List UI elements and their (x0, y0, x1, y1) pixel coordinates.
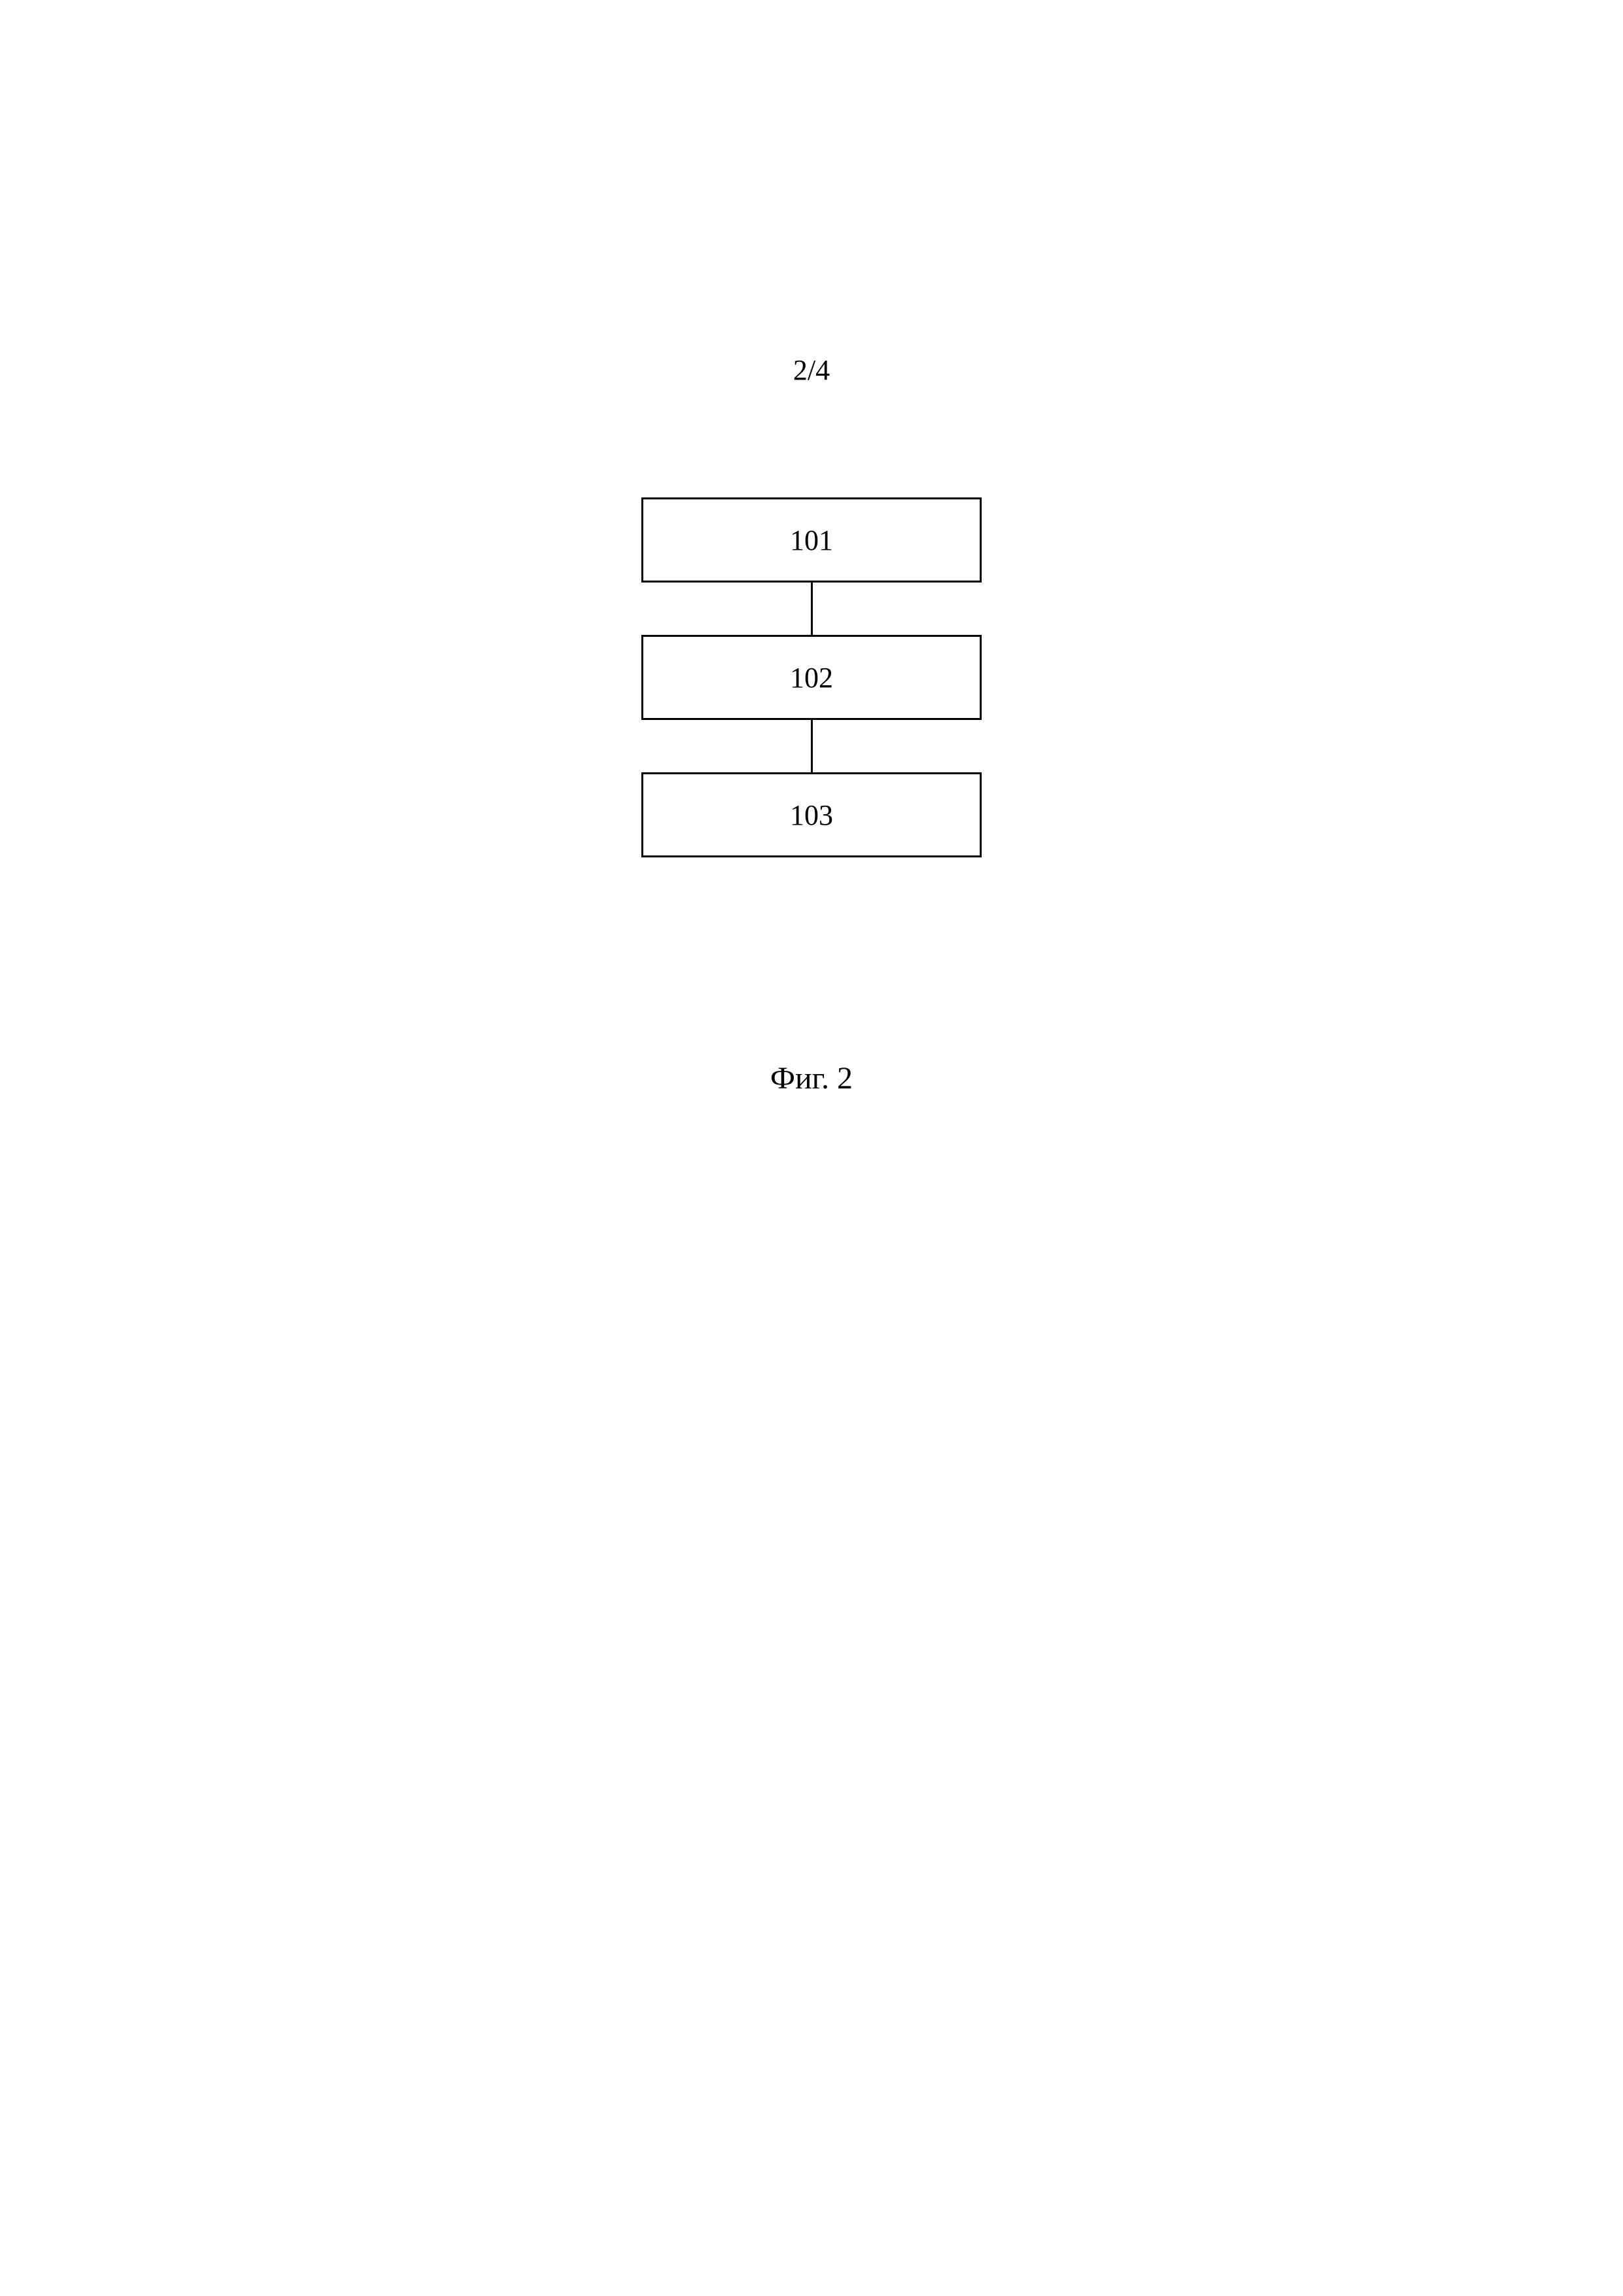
node-103: 103 (641, 772, 982, 857)
figure-caption: Фиг. 2 (770, 1060, 853, 1096)
node-101: 101 (641, 497, 982, 583)
page-number: 2/4 (793, 353, 830, 387)
edge-101-102 (811, 583, 813, 635)
edge-102-103 (811, 720, 813, 772)
flowchart-diagram: 101 102 103 (641, 497, 982, 857)
node-102: 102 (641, 635, 982, 720)
